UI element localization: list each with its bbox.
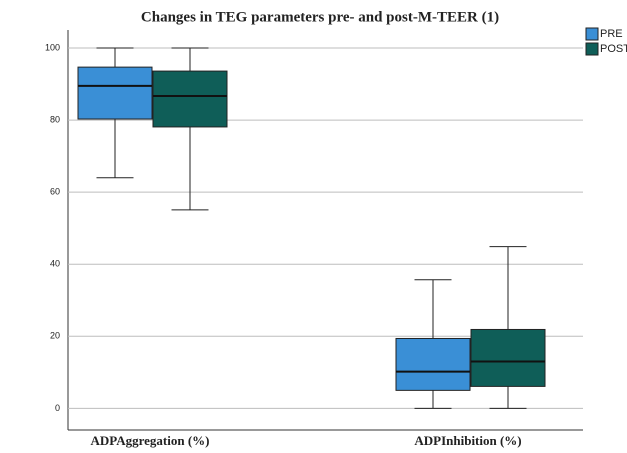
legend-label: POST: [600, 43, 627, 55]
y-tick-label: 80: [50, 114, 60, 124]
legend-label: PRE: [600, 28, 623, 40]
y-tick-label: 60: [50, 187, 60, 197]
x-tick-label: ADPAggregation (%): [90, 433, 209, 448]
box: [395, 337, 471, 391]
y-tick-label: 100: [45, 42, 60, 52]
chart-title: Changes in TEG parameters pre- and post-…: [141, 9, 499, 25]
box: [470, 328, 546, 387]
x-tick-label: ADPInhibition (%): [414, 433, 521, 448]
box: [77, 66, 153, 120]
box: [152, 70, 228, 128]
legend-swatch: [585, 42, 599, 56]
y-tick-label: 20: [50, 331, 60, 341]
y-tick-label: 0: [55, 403, 60, 413]
legend-swatch: [585, 27, 599, 41]
y-tick-label: 40: [50, 259, 60, 269]
